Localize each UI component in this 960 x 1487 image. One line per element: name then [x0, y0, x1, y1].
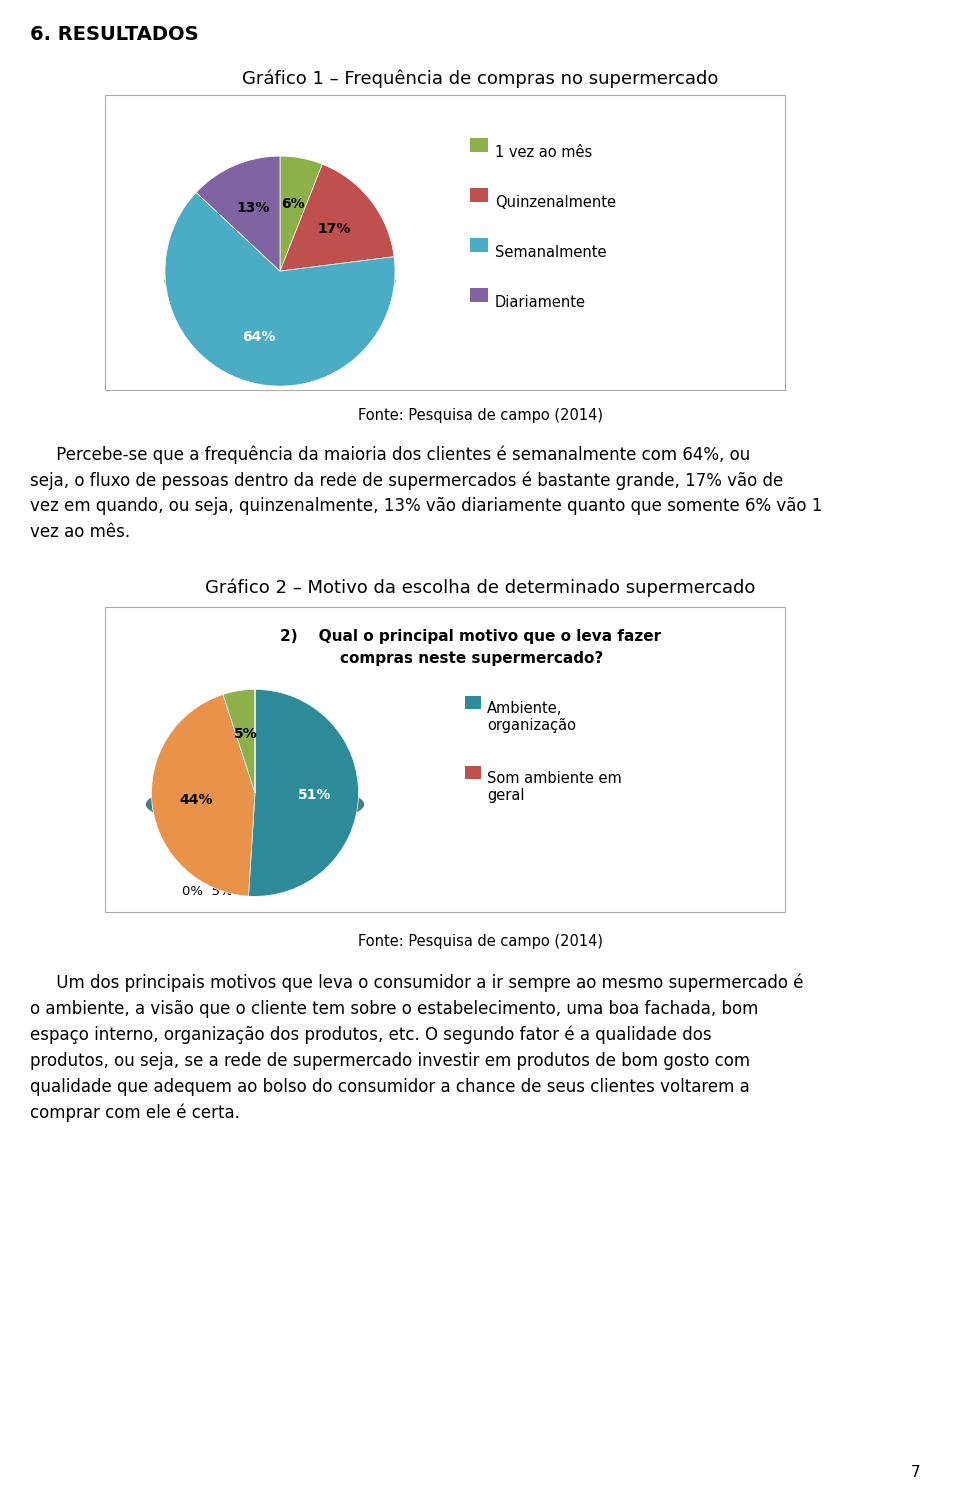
- Text: 6. RESULTADOS: 6. RESULTADOS: [30, 25, 199, 45]
- Text: qualidade que adequem ao bolso do consumidor a chance de seus clientes voltarem : qualidade que adequem ao bolso do consum…: [30, 1078, 750, 1096]
- Text: 44%: 44%: [179, 794, 212, 807]
- Text: 7: 7: [910, 1465, 920, 1480]
- Text: Semanalmente: Semanalmente: [495, 245, 607, 260]
- Bar: [470, 138, 488, 152]
- Text: 0%  5%  0%: 0% 5% 0%: [182, 885, 262, 898]
- Wedge shape: [152, 694, 255, 897]
- Bar: [470, 288, 488, 302]
- Wedge shape: [249, 690, 358, 897]
- Wedge shape: [165, 192, 395, 387]
- Text: 51%: 51%: [298, 788, 331, 801]
- Ellipse shape: [146, 782, 364, 827]
- Ellipse shape: [164, 259, 396, 303]
- Wedge shape: [280, 156, 323, 271]
- Text: seja, o fluxo de pessoas dentro da rede de supermercados é bastante grande, 17% : seja, o fluxo de pessoas dentro da rede …: [30, 471, 783, 489]
- Text: 2)    Qual o principal motivo que o leva fazer: 2) Qual o principal motivo que o leva fa…: [280, 629, 661, 644]
- Text: 64%: 64%: [242, 330, 276, 343]
- Text: Gráfico 2 – Motivo da escolha de determinado supermercado: Gráfico 2 – Motivo da escolha de determi…: [204, 578, 756, 598]
- Text: Um dos principais motivos que leva o consumidor a ir sempre ao mesmo supermercad: Um dos principais motivos que leva o con…: [30, 974, 804, 992]
- Wedge shape: [223, 690, 255, 793]
- Text: compras neste supermercado?: compras neste supermercado?: [340, 651, 603, 666]
- Bar: [470, 187, 488, 202]
- Text: geral: geral: [487, 788, 524, 803]
- Text: 5%: 5%: [234, 727, 257, 741]
- Text: o ambiente, a visão que o cliente tem sobre o estabelecimento, uma boa fachada, : o ambiente, a visão que o cliente tem so…: [30, 999, 758, 1019]
- Text: vez em quando, ou seja, quinzenalmente, 13% vão diariamente quanto que somente 6: vez em quando, ou seja, quinzenalmente, …: [30, 497, 823, 515]
- Text: Fonte: Pesquisa de campo (2014): Fonte: Pesquisa de campo (2014): [357, 407, 603, 422]
- Text: Percebe-se que a frequência da maioria dos clientes é semanalmente com 64%, ou: Percebe-se que a frequência da maioria d…: [30, 445, 751, 464]
- Text: Diariamente: Diariamente: [495, 294, 586, 309]
- Text: Fonte: Pesquisa de campo (2014): Fonte: Pesquisa de campo (2014): [357, 934, 603, 949]
- Text: 13%: 13%: [236, 201, 270, 216]
- Text: 6%: 6%: [281, 196, 304, 211]
- Bar: [105, 607, 785, 912]
- Text: Ambiente,: Ambiente,: [487, 700, 563, 717]
- Wedge shape: [196, 156, 280, 271]
- Bar: [105, 95, 785, 390]
- Bar: [465, 766, 481, 779]
- Text: Quinzenalmente: Quinzenalmente: [495, 195, 616, 210]
- Text: Gráfico 1 – Frequência de compras no supermercado: Gráfico 1 – Frequência de compras no sup…: [242, 70, 718, 89]
- Text: vez ao mês.: vez ao mês.: [30, 523, 131, 541]
- Text: espaço interno, organização dos produtos, etc. O segundo fator é a qualidade dos: espaço interno, organização dos produtos…: [30, 1026, 711, 1044]
- Text: 17%: 17%: [318, 222, 351, 236]
- Text: 1 vez ao mês: 1 vez ao mês: [495, 146, 592, 161]
- Bar: [470, 238, 488, 251]
- Text: comprar com ele é certa.: comprar com ele é certa.: [30, 1103, 240, 1123]
- Text: Som ambiente em: Som ambiente em: [487, 770, 622, 787]
- Wedge shape: [280, 164, 395, 271]
- Text: produtos, ou seja, se a rede de supermercado investir em produtos de bom gosto c: produtos, ou seja, se a rede de supermer…: [30, 1051, 750, 1071]
- Text: organização: organização: [487, 718, 576, 733]
- Bar: [465, 696, 481, 709]
